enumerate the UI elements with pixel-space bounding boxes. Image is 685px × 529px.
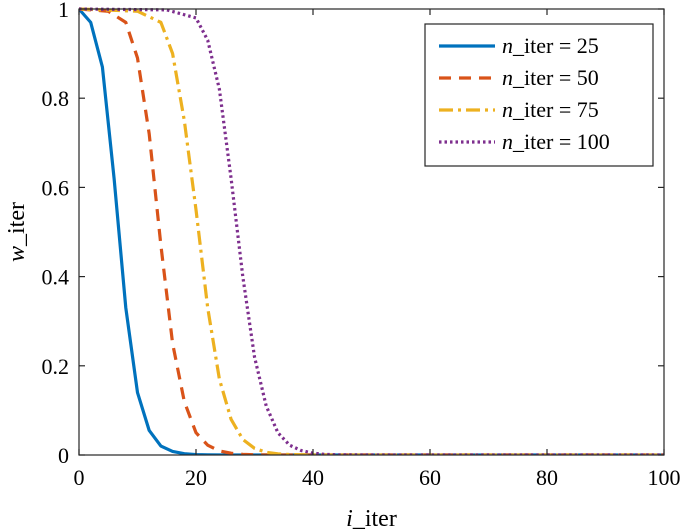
legend-label-3: n_iter = 75 xyxy=(502,97,599,122)
legend-label-1: n_iter = 25 xyxy=(502,33,599,58)
y-tick-label: 0.8 xyxy=(42,86,70,111)
y-axis-ticks: 0 0.2 0.4 0.6 0.8 1 xyxy=(42,0,664,468)
x-tick-label: 0 xyxy=(74,465,85,490)
legend-label-4: n_iter = 100 xyxy=(502,129,610,154)
y-tick-label: 0.4 xyxy=(42,265,70,290)
legend: n_iter = 25 n_iter = 50 n_iter = 75 n_iter … xyxy=(424,23,654,167)
y-tick-label: 1 xyxy=(58,0,69,22)
series-line-3 xyxy=(79,7,664,455)
y-tick-label: 0.2 xyxy=(42,354,70,379)
y-tick-label: 0.6 xyxy=(42,175,70,200)
x-tick-label: 80 xyxy=(536,465,558,490)
plot-area-frame xyxy=(78,8,665,456)
x-tick-label: 60 xyxy=(419,465,441,490)
x-tick-label: 40 xyxy=(302,465,324,490)
x-axis-label: i_iter xyxy=(346,506,397,529)
legend-label-2: n_iter = 50 xyxy=(502,65,599,90)
x-tick-label: 20 xyxy=(185,465,207,490)
x-axis-ticks: 0 20 40 60 80 100 xyxy=(74,9,681,490)
y-axis-label: w_iter xyxy=(4,202,30,262)
x-tick-label: 100 xyxy=(648,465,681,490)
y-tick-label: 0 xyxy=(58,443,69,468)
